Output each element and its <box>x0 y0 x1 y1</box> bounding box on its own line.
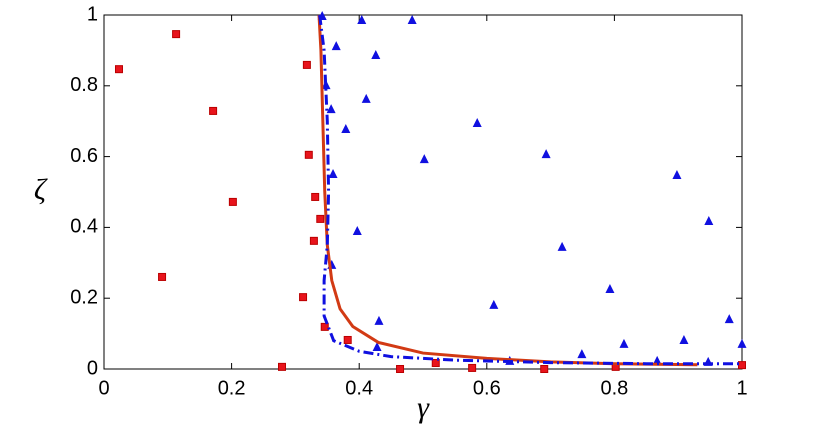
y-tick-label: 0.2 <box>70 286 98 308</box>
triangle-point <box>679 334 689 344</box>
square-point <box>299 293 308 302</box>
square-point <box>311 192 320 201</box>
triangle-point <box>372 342 382 352</box>
square-point <box>468 363 477 372</box>
square-point <box>304 150 313 159</box>
square-point <box>228 197 237 206</box>
triangle-point <box>326 104 336 114</box>
triangle-point <box>357 14 367 24</box>
square-point <box>278 362 287 371</box>
x-tick-label: 0.8 <box>600 377 628 399</box>
curve <box>318 14 742 366</box>
triangle-point <box>407 14 417 24</box>
triangle-point <box>619 338 629 348</box>
square-point <box>302 60 311 69</box>
square-point <box>738 361 746 370</box>
square-point <box>396 365 405 373</box>
y-tick-label: 0.8 <box>70 74 98 96</box>
x-tick-label: 0.6 <box>473 377 501 399</box>
y-tick-label: 0.6 <box>70 145 98 167</box>
triangle-point <box>557 241 567 251</box>
x-tick-label: 0.4 <box>345 377 373 399</box>
triangle-point <box>328 168 338 178</box>
triangle-point <box>419 154 429 164</box>
x-axis-label: γ <box>417 391 430 424</box>
triangle-point <box>704 216 714 226</box>
triangle-point <box>605 283 615 293</box>
square-point <box>172 30 181 39</box>
triangle-point <box>489 299 499 309</box>
triangle-point <box>652 355 662 365</box>
triangle-point <box>541 149 551 159</box>
triangle-point <box>672 170 682 180</box>
square-point <box>316 214 325 223</box>
plot-frame <box>103 14 743 370</box>
triangle-point <box>724 314 734 324</box>
square-point <box>309 236 318 245</box>
triangle-point <box>352 225 362 235</box>
triangle-point <box>331 41 341 51</box>
y-tick-label: 0 <box>87 357 98 379</box>
y-tick-label: 0.4 <box>70 216 98 238</box>
curve <box>317 14 698 367</box>
square-point <box>320 322 329 331</box>
square-point <box>209 106 218 115</box>
square-point <box>540 365 549 373</box>
x-tick-label: 1 <box>736 377 747 399</box>
triangle-point <box>737 338 747 348</box>
triangle-point <box>361 93 371 103</box>
square-point <box>431 358 440 367</box>
triangle-point <box>472 117 482 127</box>
triangle-point <box>577 349 587 359</box>
y-tick-label: 1 <box>87 3 98 25</box>
square-point <box>343 335 352 344</box>
square-point <box>158 272 167 281</box>
y-axis-label: ζ <box>34 173 48 206</box>
triangle-point <box>341 123 351 133</box>
square-point <box>114 65 123 74</box>
x-tick-label: 0.2 <box>218 377 246 399</box>
x-tick-label: 0 <box>98 377 109 399</box>
triangle-point <box>371 50 381 60</box>
triangle-point <box>374 315 384 325</box>
